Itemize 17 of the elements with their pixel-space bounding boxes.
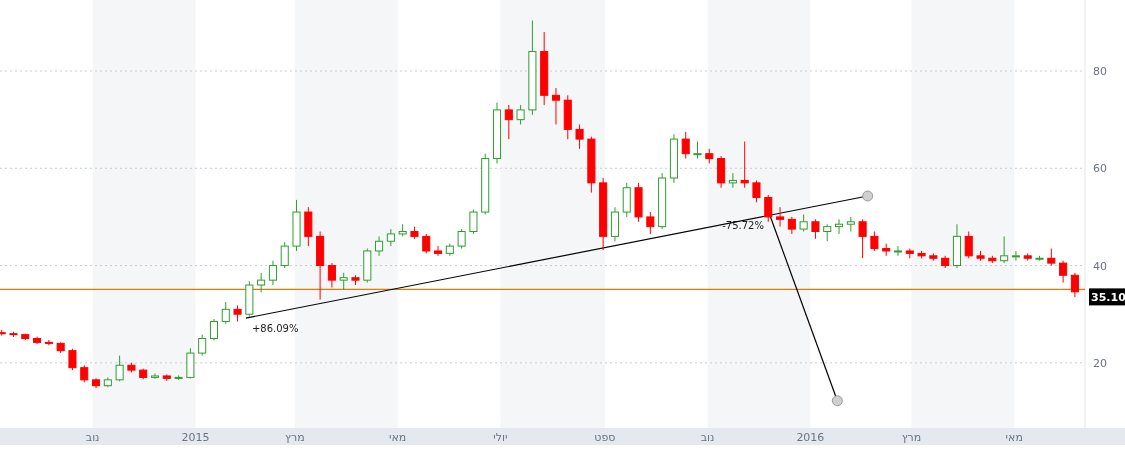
annotation: -75.72% — [722, 220, 764, 232]
y-tick-label: 60 — [1093, 162, 1107, 176]
x-tick-label: 2015 — [181, 431, 210, 444]
y-tick-label: 80 — [1093, 65, 1107, 79]
x-tick-label: נוב — [700, 431, 715, 444]
x-tick-label: ספט — [594, 431, 616, 444]
ref-line-label: 35.10 — [1091, 291, 1125, 305]
annotation: +86.09% — [251, 323, 299, 335]
x-tick-label: נוב — [85, 431, 100, 444]
x-tick-label: מאי — [388, 431, 407, 444]
x-tick-label: 2016 — [796, 431, 825, 444]
y-tick-label: 20 — [1093, 356, 1107, 370]
x-tick-label: מרץ — [285, 431, 305, 444]
x-tick-label: יולי — [493, 431, 508, 444]
x-tick-label: מאי — [1005, 431, 1023, 444]
y-tick-label: 40 — [1093, 259, 1107, 273]
x-tick-label: מרץ — [901, 431, 922, 444]
